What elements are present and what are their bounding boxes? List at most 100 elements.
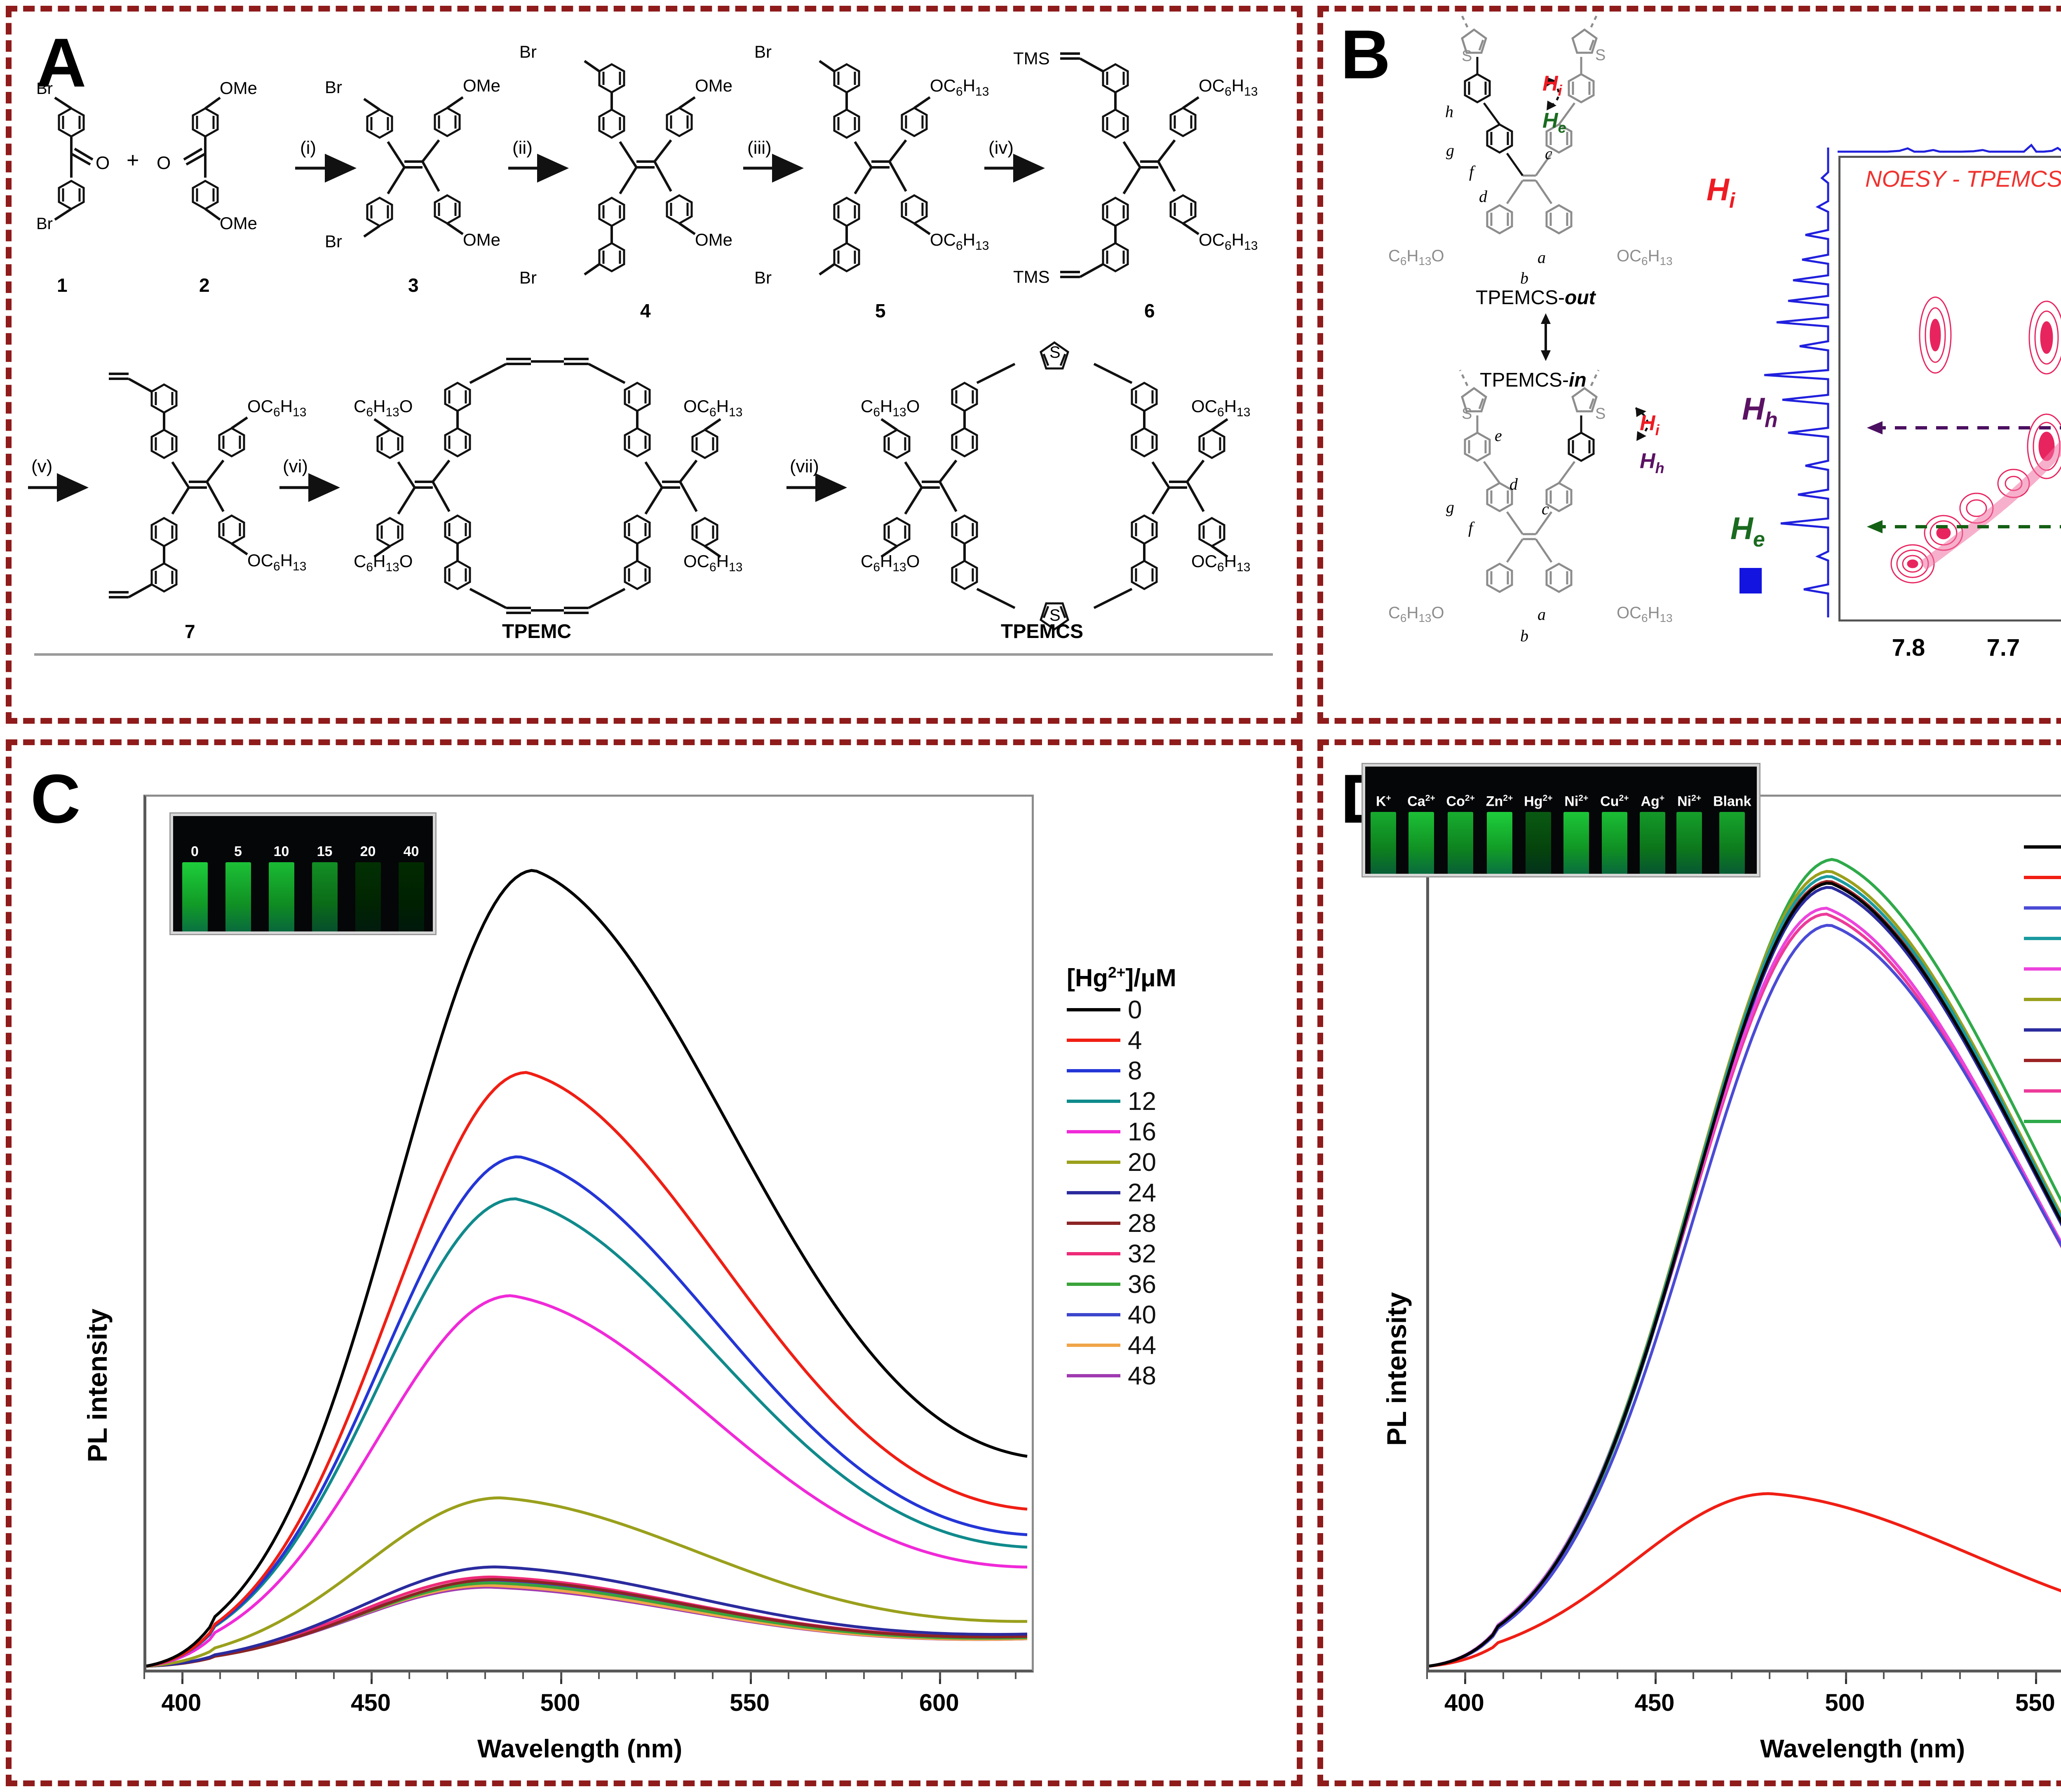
atom-label-br: Br <box>36 80 53 98</box>
compound-number: 1 <box>57 274 68 296</box>
legend-item-20[interactable]: 20 <box>1067 1147 1176 1177</box>
legend-item-Ni2+[interactable]: Ni2+ <box>2024 1106 2061 1137</box>
legend-item-28[interactable]: 28 <box>1067 1208 1176 1238</box>
legend-item-4[interactable]: 4 <box>1067 1025 1176 1055</box>
legend-item-Blank[interactable]: Blank <box>2024 832 2061 862</box>
compound-number: 7 <box>185 621 195 642</box>
fluorescent-vial <box>312 862 338 931</box>
legend-item-48[interactable]: 48 <box>1067 1360 1176 1391</box>
atom-label-s: S <box>1049 343 1061 361</box>
x-minor-tick <box>522 1672 524 1679</box>
vial-cell: Ag+ <box>1640 767 1666 874</box>
spectrum-curve-20 <box>146 1496 1027 1668</box>
legend-label: 0 <box>1128 995 1142 1024</box>
legend-item-44[interactable]: 44 <box>1067 1330 1176 1360</box>
f2-tick-7-7: 7.7 <box>1986 634 2020 661</box>
legend-label: 28 <box>1128 1209 1156 1238</box>
x-minor-tick <box>598 1672 600 1679</box>
fluorescent-vial <box>1676 812 1702 874</box>
panel-a-label: A <box>36 24 87 101</box>
x-minor-tick <box>181 1672 183 1679</box>
atom-label-o: O <box>157 153 171 173</box>
fluorescent-vial <box>225 862 251 931</box>
compound-number: 4 <box>640 300 651 321</box>
legend-item-Cu2+[interactable]: Cu2+ <box>2024 954 2061 984</box>
panel-c-y-axis-label: PL intensity <box>82 1309 113 1462</box>
legend-item-12[interactable]: 12 <box>1067 1086 1176 1116</box>
atom-label-hexyloxy: OC6H13 <box>1199 76 1258 99</box>
vial-label: Cu2+ <box>1600 793 1629 809</box>
atom-label-hexyloxy-left: C6H13O <box>861 551 920 574</box>
legend-label: 16 <box>1128 1117 1156 1146</box>
ring-letter-d: d <box>1509 475 1518 493</box>
vial-cell: Co2+ <box>1446 767 1475 874</box>
fluorescent-vial <box>1719 812 1745 874</box>
legend-item-8[interactable]: 8 <box>1067 1055 1176 1086</box>
vial-label: Co2+ <box>1446 793 1475 809</box>
legend-label: 12 <box>1128 1087 1156 1116</box>
legend-item-Ag+[interactable]: Ag+ <box>2024 1076 2061 1106</box>
x-tick-600: 600 <box>919 1689 959 1716</box>
vial-cell: Cu2+ <box>1600 767 1629 874</box>
proton-label-hh: Hh <box>1640 449 1664 476</box>
x-tick-500: 500 <box>1825 1689 1865 1716</box>
panel-d-selectivity-spectra: D PL intensity K+Ca2+Co2+Zn2+Hg2+Ni2+Cu2… <box>1317 739 2061 1786</box>
legend-item-16[interactable]: 16 <box>1067 1116 1176 1147</box>
legend-label: 20 <box>1128 1148 1156 1177</box>
x-tick-400: 400 <box>161 1689 202 1716</box>
x-minor-tick <box>636 1672 638 1679</box>
legend-item-40[interactable]: 40 <box>1067 1299 1176 1330</box>
legend-item-24[interactable]: 24 <box>1067 1177 1176 1208</box>
vial-cell: 15 <box>312 816 338 931</box>
spectrum-curve-Blank <box>1429 882 2061 1668</box>
legend-item-Zn2+[interactable]: Zn2+ <box>2024 984 2061 1015</box>
legend-item-Ca2+[interactable]: Ca2+ <box>2024 923 2061 954</box>
legend-line-swatch <box>2024 1089 2061 1093</box>
legend-line-swatch <box>2024 1120 2061 1123</box>
spectrum-curve-Co2+ <box>1429 880 2061 1668</box>
legend-line-swatch <box>1067 1100 1120 1103</box>
legend-line-swatch <box>1067 1130 1120 1133</box>
x-minor-tick <box>1845 1672 1847 1679</box>
x-minor-tick <box>1769 1672 1771 1679</box>
spectrum-curve-28 <box>146 1578 1028 1668</box>
legend-item-K+[interactable]: K+ <box>2024 893 2061 923</box>
panel-c-label: C <box>31 760 81 837</box>
legend-item-Na+[interactable]: Na+ <box>2024 1015 2061 1045</box>
vial-cell: Ni2+ <box>1563 767 1589 874</box>
legend-line-swatch <box>2024 876 2061 879</box>
vial-label: Blank <box>1713 793 1751 809</box>
spectrum-curve-Na+ <box>1429 886 2061 1668</box>
vial-cell: 40 <box>398 816 424 931</box>
legend-item-36[interactable]: 36 <box>1067 1269 1176 1299</box>
panel-d-inset-photo: K+ Ca2+ Co2+ Zn2+ Hg2+ Ni2+ Cu2+ Ag+ Ni2+ Blank <box>1363 764 1759 876</box>
legend-line-swatch <box>1067 1191 1120 1194</box>
vial-cell: Zn2+ <box>1486 767 1513 874</box>
x-minor-tick <box>484 1672 486 1679</box>
legend-label: 48 <box>1128 1361 1156 1390</box>
legend-line-swatch <box>1067 1222 1120 1225</box>
legend-item-32[interactable]: 32 <box>1067 1238 1176 1269</box>
legend-label: 36 <box>1128 1270 1156 1299</box>
atom-label-br: Br <box>754 268 772 287</box>
vial-cell: Blank <box>1713 767 1751 874</box>
legend-line-swatch <box>1067 1344 1120 1347</box>
x-minor-tick <box>1959 1672 1961 1679</box>
atom-label-s: S <box>1595 47 1606 64</box>
atom-label-o: O <box>96 153 110 173</box>
legend-item-Co2+[interactable]: Co2+ <box>2024 1045 2061 1076</box>
ring-letter-b: b <box>1520 626 1528 645</box>
x-minor-tick <box>1997 1672 1999 1679</box>
legend-line-swatch <box>1067 1161 1120 1164</box>
legend-item-Hg2+[interactable]: Hg2+ <box>2024 862 2061 893</box>
atom-label-hexyloxy: OC6H13 <box>1191 396 1250 419</box>
reaction-step-v: (v) <box>31 456 52 476</box>
vial-cell: 10 <box>268 816 294 931</box>
structure-name-tpemcs-in: TPEMCS-in <box>1480 369 1587 391</box>
fluorescent-vial <box>1640 812 1666 874</box>
x-minor-tick <box>219 1672 221 1679</box>
atom-label-hexyloxy: OC6H13 <box>1617 604 1673 624</box>
spectrum-curve-4 <box>146 1071 1028 1668</box>
panel-d-y-axis-label: PL intensity <box>1381 1292 1412 1446</box>
legend-item-0[interactable]: 0 <box>1067 995 1176 1025</box>
